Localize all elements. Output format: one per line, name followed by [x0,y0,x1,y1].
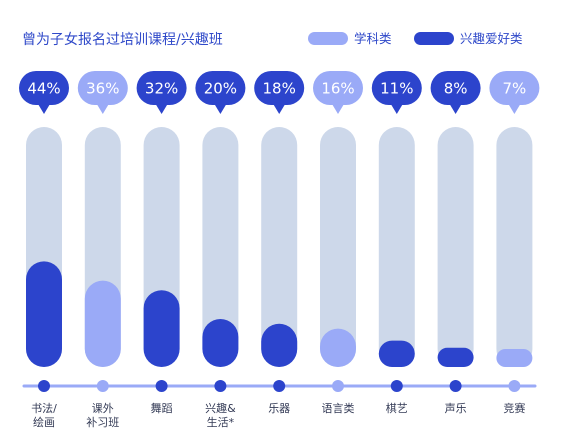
value-badge-bubble [489,71,540,105]
value-badge-pointer [155,104,168,114]
bar [320,328,356,367]
bar [26,261,62,367]
legend-label-interest: 兴趣爱好类 [460,31,523,46]
bar [143,290,180,367]
bar-track [202,127,239,367]
bar [496,349,533,367]
bar [261,323,298,367]
bar [202,319,239,367]
value-label: 11% [380,80,413,98]
axis-dot [390,380,403,392]
category-label: 书法/绘画 [31,401,57,429]
category-label: 声乐 [445,401,467,415]
value-label: 44% [27,80,60,98]
bar-track [437,127,474,367]
value-badge: 36% [77,71,128,114]
value-badge: 44% [19,71,69,114]
bar-track [496,127,533,367]
category-label: 竞赛 [503,401,525,415]
value-badge-pointer [332,104,344,114]
category-label: 乐器 [268,402,290,415]
axis-dot [273,380,286,392]
value-badge-bubble [254,71,305,105]
value-badge: 8% [430,71,481,114]
value-badge-pointer [273,104,286,114]
value-badge: 7% [489,71,540,114]
bar [84,280,121,367]
axis-dot [214,380,227,392]
value-badge-pointer [449,104,462,114]
value-badge: 11% [371,71,422,114]
value-badges: 44% 36% 32% 20% 18% 16% 11% 8% 7% [19,71,540,114]
legend-swatch-interest [414,32,454,45]
category-label: 舞蹈 [151,402,173,415]
axis-dot [508,380,521,392]
bar [378,340,415,367]
value-badge-bubble [19,71,69,105]
axis-dot [96,380,109,392]
value-label: 18% [263,80,296,98]
value-badge: 32% [136,71,187,114]
bar-track [378,127,415,367]
bar-track [320,127,356,367]
bar [437,347,474,367]
value-badge-bubble [371,71,422,105]
legend-swatch-subject [308,32,348,45]
value-badge: 20% [195,71,246,114]
value-badge-bubble [313,71,363,105]
bars [26,127,533,367]
value-label: 32% [145,80,178,98]
value-label: 7% [503,80,527,98]
value-badge-bubble [195,71,246,105]
value-badge-bubble [77,71,128,105]
axis-dot [155,380,168,392]
bar-track [261,127,298,367]
value-label: 8% [444,80,468,98]
axis-dot [449,380,462,392]
category-label: 兴趣&生活* [205,401,236,429]
category-label: 课外补习班 [86,402,119,429]
value-badge-pointer [390,104,403,114]
category-labels: 书法/绘画 课外补习班 舞蹈 兴趣&生活* 乐器 语言类 棋艺 声乐 竞赛 [31,401,525,429]
value-label: 16% [321,80,354,98]
value-label: 20% [204,80,237,98]
value-badge: 16% [313,71,363,114]
chart-title: 曾为子女报名过培训课程/兴趣班 [22,31,223,48]
value-badge-pointer [96,104,109,114]
value-badge-pointer [214,104,227,114]
axis-dot [38,380,50,392]
value-label: 36% [86,80,119,98]
axis-dot [332,380,344,392]
value-badge-bubble [430,71,481,105]
legend-label-subject: 学科类 [354,31,392,46]
value-badge: 18% [254,71,305,114]
legend: 学科类 兴趣爱好类 [308,31,523,46]
category-label: 棋艺 [386,401,408,415]
value-badge-pointer [38,104,50,114]
x-axis [22,380,537,392]
value-badge-bubble [136,71,187,105]
value-badge-pointer [508,104,521,114]
category-label: 语言类 [322,401,355,415]
